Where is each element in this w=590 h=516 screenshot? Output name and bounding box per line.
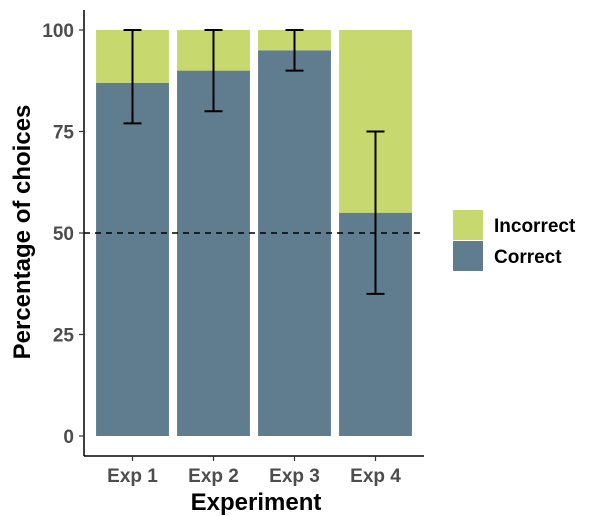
error-bar-1 bbox=[123, 29, 142, 125]
y-tick-label: 50 bbox=[53, 224, 74, 245]
x-axis-ticks: Exp 1 Exp 2 Exp 3 Exp 4 bbox=[107, 456, 401, 487]
error-bar-4 bbox=[366, 130, 385, 295]
y-axis-title: Percentage of choices bbox=[9, 105, 36, 360]
bar-correct-2 bbox=[177, 70, 250, 436]
x-axis-title: Experiment bbox=[191, 489, 322, 516]
y-tick-label: 25 bbox=[53, 326, 75, 347]
x-tick-label: Exp 2 bbox=[188, 466, 239, 487]
x-tick-label: Exp 4 bbox=[350, 466, 401, 487]
bar-correct-3 bbox=[258, 50, 331, 437]
error-bar-2 bbox=[204, 29, 223, 113]
error-bars-layer bbox=[123, 29, 385, 295]
legend-swatch-incorrect bbox=[453, 210, 483, 240]
legend-label-incorrect: Incorrect bbox=[494, 216, 576, 237]
y-axis-ticks: 0 25 50 75 100 bbox=[42, 21, 84, 448]
legend-swatch-correct bbox=[453, 241, 483, 271]
legend-label-correct: Correct bbox=[494, 247, 562, 268]
legend: Incorrect Correct bbox=[453, 210, 576, 271]
error-bar-3 bbox=[285, 29, 304, 72]
bar-correct-1 bbox=[96, 82, 169, 436]
y-tick-label: 0 bbox=[63, 427, 74, 448]
y-tick-label: 75 bbox=[53, 123, 75, 144]
x-tick-label: Exp 3 bbox=[269, 466, 320, 487]
x-tick-label: Exp 1 bbox=[107, 466, 158, 487]
bars-layer bbox=[96, 30, 412, 437]
y-tick-label: 100 bbox=[42, 21, 74, 42]
